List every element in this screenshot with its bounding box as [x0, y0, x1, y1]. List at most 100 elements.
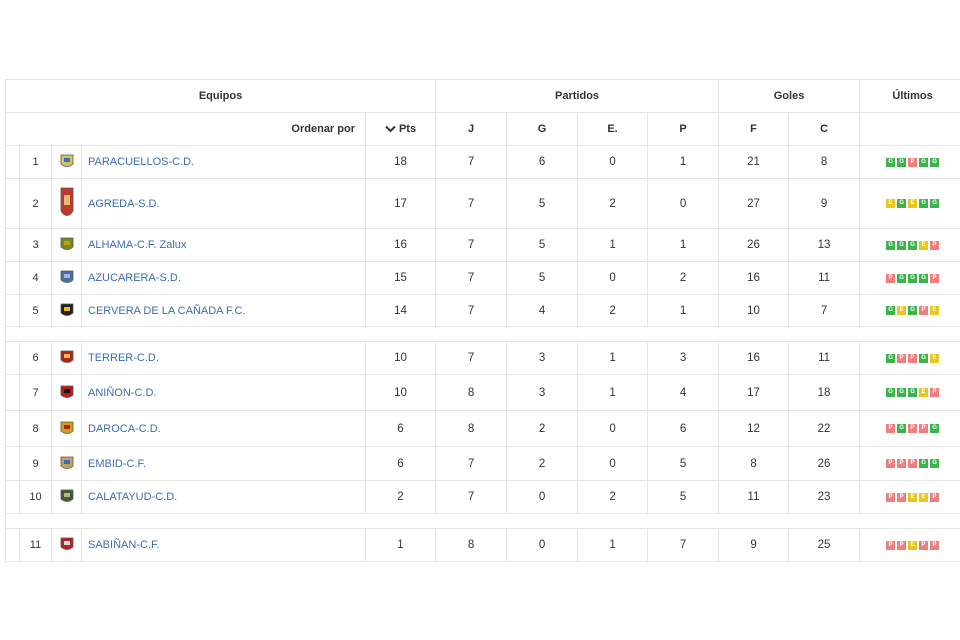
- crest-icon: [60, 154, 73, 167]
- pts-header: Pts: [398, 123, 417, 135]
- team-link[interactable]: ANIÑON-C.D.: [88, 386, 157, 399]
- result-badge: G: [919, 353, 929, 363]
- row-spacer: [5, 341, 20, 375]
- table-row[interactable]: 8 DAROCA-C.D. 6 8 2 0 6 12 22 P G P P G: [5, 410, 960, 447]
- standings-table: Equipos Partidos Goles Últimos Ordenar p…: [4, 79, 960, 562]
- goals-against: 25: [788, 528, 861, 562]
- result-badge: G: [886, 306, 896, 316]
- won: 5: [506, 228, 579, 262]
- goals-against: 7: [788, 294, 861, 327]
- c-header: C: [788, 112, 861, 146]
- table-row[interactable]: 3 ALHAMA-C.F. Zalux 16 7 5 1 1 26 13 G G G E P: [5, 228, 960, 262]
- points: 2: [364, 480, 437, 514]
- result-badge: G: [897, 388, 907, 398]
- result-badge: E: [897, 306, 907, 316]
- goles-header: Goles: [718, 79, 861, 113]
- crest-cell: [51, 410, 82, 447]
- result-badge: P: [930, 388, 940, 398]
- result-badge: E: [908, 540, 918, 550]
- result-badge: G: [908, 273, 918, 283]
- goals-against: 11: [788, 341, 861, 375]
- row-spacer: [5, 261, 20, 295]
- table-row[interactable]: 11 SABIÑAN-C.F. 1 8 0 1 7 9 25 P P E P P: [5, 528, 960, 562]
- table-row[interactable]: 5 CERVERA DE LA CAÑADA F.C. 14 7 4 2 1 10 7 G E G P E: [5, 294, 960, 327]
- position: 10: [19, 480, 52, 514]
- group-separator: [4, 326, 960, 342]
- result-badge: P: [897, 492, 907, 502]
- goals-for: 27: [718, 178, 790, 229]
- goals-against: 8: [788, 145, 861, 179]
- team-link[interactable]: CALATAYUD-C.D.: [88, 491, 178, 503]
- crest-cell: [51, 294, 82, 327]
- table-row[interactable]: 4 AZUCARERA-S.D. 15 7 5 0 2 16 11 P G G G P: [5, 261, 960, 295]
- result-badge: G: [919, 459, 929, 469]
- sort-pts-button[interactable]: Pts: [364, 112, 437, 146]
- crest-icon: [60, 489, 73, 502]
- lost: 5: [647, 480, 720, 514]
- crest-cell: [51, 480, 82, 514]
- goals-against: 23: [788, 480, 861, 514]
- goals-against: 9: [788, 178, 861, 229]
- table-row[interactable]: 7 ANIÑON-C.D. 10 8 3 1 4 17 18 G G G E P: [5, 374, 960, 411]
- position: 11: [19, 528, 52, 562]
- team-link[interactable]: EMBID-C.F.: [88, 457, 147, 470]
- team-link[interactable]: TERRER-C.D.: [88, 352, 159, 364]
- goals-for: 12: [718, 410, 790, 447]
- played: 7: [435, 446, 508, 481]
- played: 8: [435, 410, 508, 447]
- won: 2: [506, 410, 579, 447]
- crest-cell: [51, 341, 82, 375]
- crest-cell: [51, 261, 82, 295]
- result-badge: P: [908, 353, 918, 363]
- table-row[interactable]: 10 CALATAYUD-C.D. 2 7 0 2 5 11 23 P P E E P: [5, 480, 960, 514]
- won: 0: [506, 480, 579, 514]
- table-row[interactable]: 2 AGREDA-S.D. 17 7 5 2 0 27 9 E G E G G: [5, 178, 960, 229]
- team-cell: TERRER-C.D.: [81, 341, 366, 375]
- team-link[interactable]: AGREDA-S.D.: [88, 197, 160, 210]
- position: 6: [19, 341, 52, 375]
- f-header: F: [718, 112, 790, 146]
- team-link[interactable]: CERVERA DE LA CAÑADA F.C.: [88, 304, 246, 317]
- row-spacer: [5, 374, 20, 411]
- table-row[interactable]: 6 TERRER-C.D. 10 7 3 1 3 16 11 G P P G E: [5, 341, 960, 375]
- j-header: J: [435, 112, 508, 146]
- lost: 6: [647, 410, 720, 447]
- lost: 7: [647, 528, 720, 562]
- goals-for: 21: [718, 145, 790, 179]
- played: 8: [435, 528, 508, 562]
- table-row[interactable]: 1 PARACUELLOS-C.D. 18 7 6 0 1 21 8 G G P G G: [5, 145, 960, 179]
- result-badge: P: [930, 240, 940, 250]
- table-row[interactable]: 9 EMBID-C.F. 6 7 2 0 5 8 26 P P P G G: [5, 446, 960, 481]
- team-link[interactable]: SABIÑAN-C.F.: [88, 539, 160, 551]
- team-link[interactable]: PARACUELLOS-C.D.: [88, 156, 195, 168]
- position: 1: [19, 145, 52, 179]
- team-link[interactable]: DAROCA-C.D.: [88, 422, 161, 435]
- goals-for: 16: [718, 341, 790, 375]
- result-badge: P: [886, 459, 896, 469]
- result-badge: P: [897, 459, 907, 469]
- played: 7: [435, 228, 508, 262]
- crest-icon: [60, 456, 73, 469]
- g-header: G: [506, 112, 579, 146]
- team-link[interactable]: AZUCARERA-S.D.: [88, 272, 181, 284]
- crest-cell: [51, 446, 82, 481]
- lost: 5: [647, 446, 720, 481]
- points: 10: [364, 374, 437, 411]
- crest-icon: [60, 237, 73, 250]
- drawn: 0: [577, 145, 649, 179]
- points: 6: [364, 410, 437, 447]
- played: 8: [435, 374, 508, 411]
- points: 6: [364, 446, 437, 481]
- drawn: 1: [577, 228, 649, 262]
- row-spacer: [5, 528, 20, 562]
- played: 7: [435, 261, 508, 295]
- result-badge: P: [908, 157, 918, 167]
- result-badge: E: [908, 199, 918, 209]
- goals-for: 9: [718, 528, 790, 562]
- result-badge: E: [908, 492, 918, 502]
- lost: 1: [647, 145, 720, 179]
- team-link[interactable]: ALHAMA-C.F. Zalux: [88, 239, 187, 251]
